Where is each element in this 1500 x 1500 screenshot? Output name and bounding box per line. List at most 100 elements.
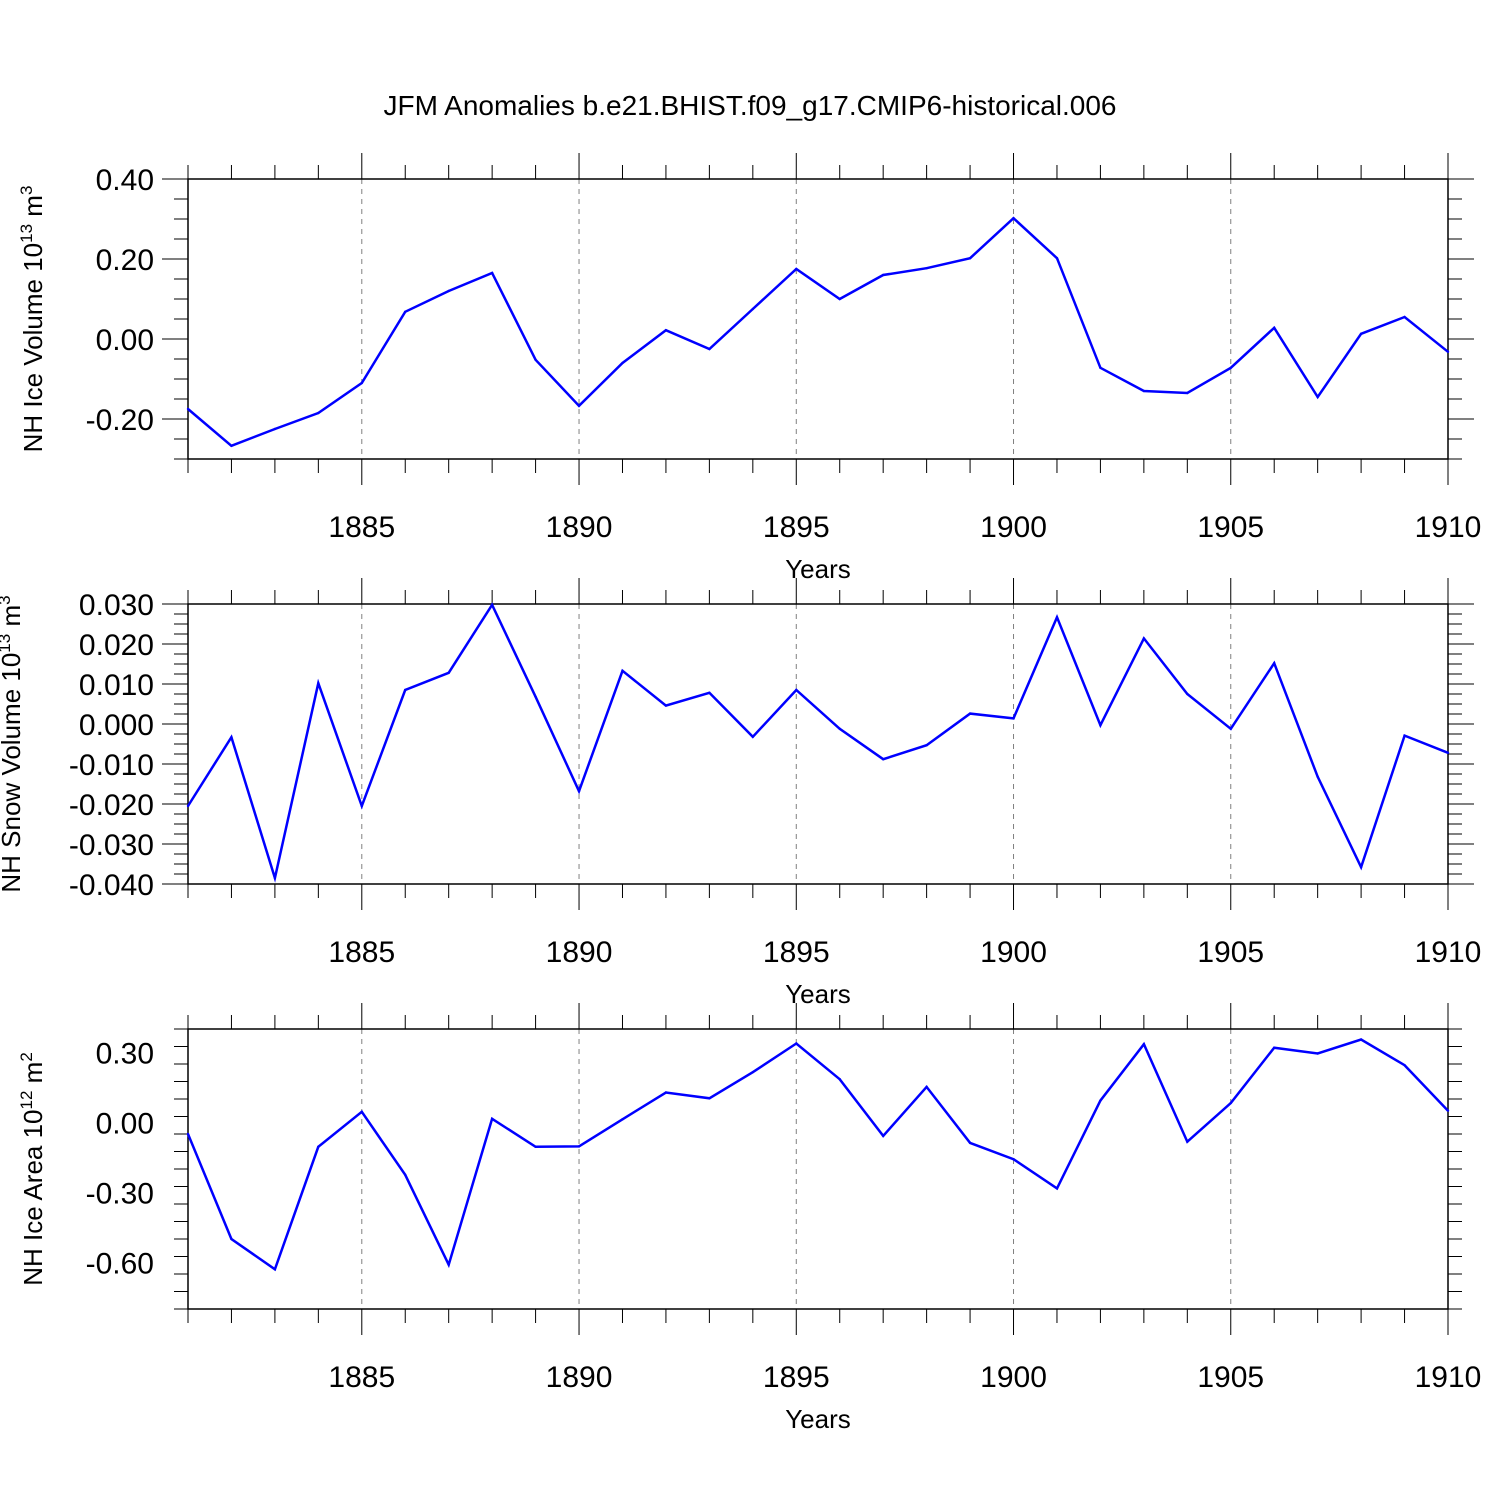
- panel2-data-point: [968, 712, 972, 715]
- panel2-data-point: [273, 876, 277, 880]
- panel2-x-axis-title: Years: [785, 979, 851, 1009]
- panel1-data-point: [1055, 257, 1059, 260]
- panel1-data-point: [534, 358, 537, 361]
- panel1-data-point: [1316, 395, 1319, 399]
- panel2-y-axis-title: NH Snow Volume 1013 m3: [0, 595, 26, 892]
- panel1-y-tick-label: 0.40: [96, 164, 154, 197]
- panel1-y-axis-title-exp: 13: [17, 224, 36, 243]
- panel3-data-point: [404, 1173, 407, 1177]
- panel1-data-point: [838, 297, 841, 301]
- panel2-data-point: [1099, 724, 1102, 727]
- panel3-data-point: [273, 1268, 277, 1271]
- panel3-x-tick-label: 1910: [1415, 1361, 1482, 1394]
- panel2-data-point: [1229, 727, 1232, 730]
- panel2-x-tick-label: 1910: [1415, 936, 1482, 969]
- panel2-data-point: [490, 603, 494, 606]
- panel1-data-point: [186, 407, 190, 411]
- panel3-data-point: [447, 1263, 450, 1266]
- panel2-plot-frame: [187, 603, 1449, 885]
- panel2-data-point: [317, 682, 320, 685]
- panel3-y-tick-label: 0.00: [96, 1107, 154, 1140]
- panel1-data-point: [795, 267, 798, 271]
- panel-snow-volume: -0.040 -0.030 -0.020 -0.010 0.000 0.010 0.020 0…: [0, 578, 1481, 1009]
- panel1-data-point: [1446, 350, 1450, 353]
- panel1-y-axis-title: NH Ice Volume 1013 m3: [17, 186, 48, 453]
- panel3-y-axis-title-exp: 12: [17, 1091, 36, 1110]
- panel3-y-tick-label: -0.30: [86, 1177, 154, 1210]
- panel1-x-tick-label: 1910: [1415, 511, 1482, 544]
- panel3-data-point: [577, 1145, 581, 1148]
- panel1-data-point: [1229, 366, 1232, 369]
- panel1-x-tick-label: 1900: [980, 511, 1047, 544]
- panel2-data-point: [664, 704, 668, 707]
- panel1-y-tick-label: 0.00: [96, 324, 154, 357]
- panel-ice-area: -0.60 -0.30 0.00 0.30 1885 1890 1895 1900 1905 19…: [17, 1003, 1481, 1434]
- panel3-x-tick-label: 1905: [1197, 1361, 1264, 1394]
- panel3-data-point: [664, 1091, 668, 1094]
- panel3-data-point: [1055, 1187, 1059, 1190]
- panel2-x-tick-label: 1895: [763, 936, 830, 969]
- panel1-data-point: [447, 289, 450, 293]
- panel3-data-point: [1403, 1063, 1406, 1067]
- panel1-data-point: [1142, 389, 1146, 393]
- panel1-y-axis-title-unit: m: [18, 195, 48, 224]
- panel1-data-point: [230, 444, 233, 447]
- panel2-data-point: [1142, 637, 1146, 640]
- panel3-data-point: [925, 1085, 928, 1089]
- panel1-x-axis-title: Years: [785, 554, 851, 584]
- panel3-data-point: [751, 1070, 755, 1074]
- panel3-data-point: [1273, 1046, 1276, 1049]
- panel3-data-point: [230, 1237, 233, 1241]
- panel1-data-point: [1273, 326, 1276, 329]
- panel3-data-point: [1142, 1042, 1146, 1046]
- panel1-data-point: [1012, 217, 1015, 220]
- panel1-data-point: [1359, 332, 1363, 335]
- panel2-series-line: [186, 602, 1449, 883]
- panel3-data-point: [1099, 1099, 1102, 1102]
- panel2-y-tick-label: -0.010: [69, 749, 154, 782]
- panel2-y-tick-label: -0.030: [69, 829, 154, 862]
- panel2-x-tick-label: 1905: [1197, 936, 1264, 969]
- panel2-y-tick-label: -0.040: [69, 869, 154, 902]
- panel3-x-tick-label: 1895: [763, 1361, 830, 1394]
- panel1-data-point: [404, 310, 407, 313]
- panel2-data-point: [838, 727, 841, 730]
- panel2-x-tick-label: 1890: [546, 936, 613, 969]
- panel1-data-point: [1099, 366, 1102, 369]
- panel2-y-axis-title-main: NH Snow Volume 10: [0, 653, 26, 893]
- panel3-y-tick-label: 0.30: [96, 1037, 154, 1070]
- panel3-data-point: [881, 1134, 885, 1138]
- panel2-data-point: [577, 790, 581, 793]
- panel2-data-point: [751, 735, 755, 738]
- panel2-y-axis-title-exp: 13: [0, 634, 14, 653]
- panel2-data-point: [881, 758, 885, 761]
- panel-ice-volume: -0.20 0.00 0.20 0.40 1885 1890 1895 1900 1905 191…: [17, 153, 1481, 584]
- panel3-series-line: [186, 1038, 1449, 1272]
- panel2-data-point: [1359, 866, 1363, 869]
- chart-title: JFM Anomalies b.e21.BHIST.f09_g17.CMIP6-…: [383, 90, 1116, 121]
- panel2-data-point: [360, 804, 363, 808]
- panel1-y-tick-label: 0.20: [96, 244, 154, 277]
- panel3-data-point: [490, 1117, 494, 1121]
- panel3-data-point: [1186, 1140, 1189, 1143]
- panel3-data-point: [317, 1145, 320, 1149]
- panel1-data-point: [968, 257, 972, 260]
- panel2-x-tick-label: 1885: [328, 936, 395, 969]
- panel1-data-point: [751, 307, 755, 311]
- panel3-data-point: [1359, 1038, 1363, 1041]
- panel2-data-point: [1186, 692, 1189, 696]
- panel1-data-point: [317, 411, 320, 415]
- panel2-data-point: [1012, 717, 1015, 720]
- panel2-data-point: [708, 691, 711, 694]
- panel3-data-point: [838, 1077, 841, 1081]
- panel1-data-point: [881, 273, 885, 277]
- panel3-data-point: [534, 1145, 537, 1149]
- panel1-y-tick-label: -0.20: [86, 404, 154, 437]
- panel2-y-axis-title-unit: m: [0, 605, 26, 634]
- panel3-data-point: [360, 1110, 363, 1114]
- panel2-data-point: [795, 688, 798, 692]
- panel3-data-point: [1316, 1052, 1319, 1055]
- panel1-x-tick-label: 1905: [1197, 511, 1264, 544]
- panel2-data-point: [1403, 734, 1406, 737]
